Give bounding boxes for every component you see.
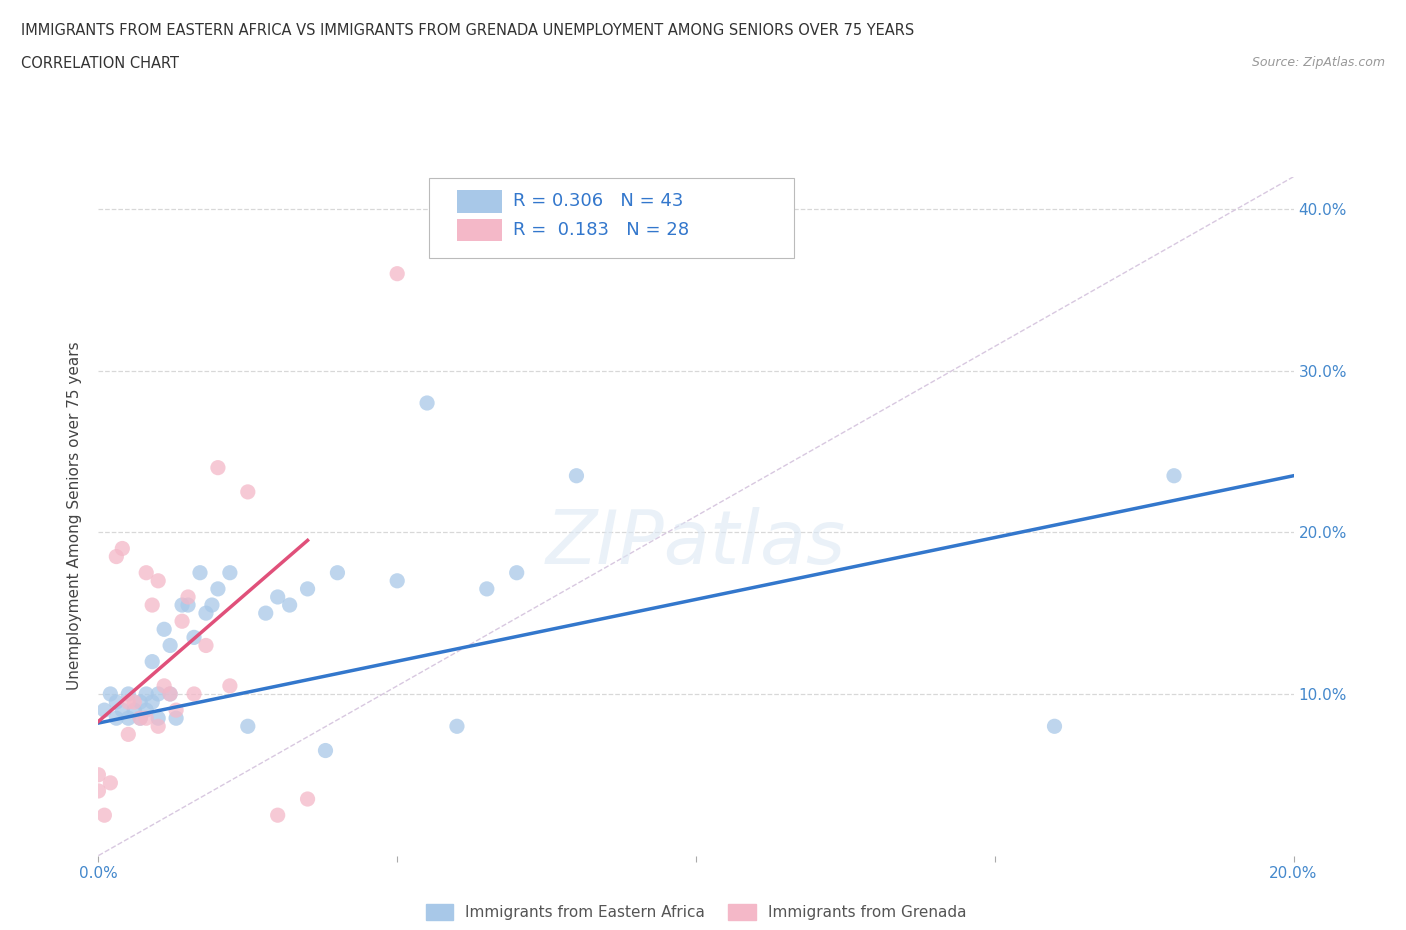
Point bbox=[188, 565, 211, 580]
Point bbox=[219, 565, 242, 580]
FancyBboxPatch shape bbox=[457, 191, 502, 213]
Point bbox=[148, 719, 170, 734]
Text: R = 0.306   N = 43: R = 0.306 N = 43 bbox=[513, 193, 683, 210]
Point bbox=[1043, 719, 1066, 734]
Point bbox=[111, 703, 134, 718]
Point bbox=[105, 695, 128, 710]
Point bbox=[159, 686, 181, 701]
Point bbox=[117, 695, 139, 710]
Point bbox=[236, 485, 259, 499]
Point bbox=[1163, 469, 1185, 484]
Point bbox=[297, 581, 319, 596]
Point bbox=[565, 469, 588, 484]
Point bbox=[201, 598, 224, 613]
Legend: Immigrants from Eastern Africa, Immigrants from Grenada: Immigrants from Eastern Africa, Immigran… bbox=[419, 897, 973, 926]
FancyBboxPatch shape bbox=[457, 219, 502, 241]
Point bbox=[172, 598, 194, 613]
Text: Source: ZipAtlas.com: Source: ZipAtlas.com bbox=[1251, 56, 1385, 69]
Text: IMMIGRANTS FROM EASTERN AFRICA VS IMMIGRANTS FROM GRENADA UNEMPLOYMENT AMONG SEN: IMMIGRANTS FROM EASTERN AFRICA VS IMMIGR… bbox=[21, 23, 914, 38]
Point bbox=[195, 638, 218, 653]
Point bbox=[105, 711, 128, 725]
Point bbox=[141, 598, 163, 613]
Point bbox=[207, 460, 229, 475]
Point bbox=[385, 574, 409, 589]
Point bbox=[129, 711, 152, 725]
Point bbox=[177, 598, 200, 613]
Point bbox=[267, 590, 290, 604]
Point bbox=[416, 395, 439, 410]
FancyBboxPatch shape bbox=[429, 178, 794, 259]
Point bbox=[148, 574, 170, 589]
Point bbox=[100, 776, 122, 790]
Point bbox=[165, 711, 187, 725]
Point bbox=[153, 679, 176, 694]
Text: ZIPatlas: ZIPatlas bbox=[546, 507, 846, 579]
Point bbox=[219, 679, 242, 694]
Point bbox=[254, 605, 277, 620]
Point bbox=[100, 686, 122, 701]
Point bbox=[165, 703, 187, 718]
Point bbox=[135, 711, 157, 725]
Point bbox=[148, 711, 170, 725]
Point bbox=[446, 719, 468, 734]
Point bbox=[207, 581, 229, 596]
Point bbox=[105, 549, 128, 564]
Point bbox=[93, 808, 115, 823]
Point bbox=[297, 791, 319, 806]
Text: CORRELATION CHART: CORRELATION CHART bbox=[21, 56, 179, 71]
Point bbox=[111, 541, 134, 556]
Text: R =  0.183   N = 28: R = 0.183 N = 28 bbox=[513, 220, 689, 239]
Point bbox=[117, 727, 139, 742]
Point bbox=[315, 743, 337, 758]
Point bbox=[159, 638, 181, 653]
Point bbox=[141, 695, 163, 710]
Point bbox=[475, 581, 498, 596]
Point bbox=[135, 565, 157, 580]
Point bbox=[141, 654, 163, 669]
Point bbox=[148, 686, 170, 701]
Point bbox=[129, 711, 152, 725]
Point bbox=[135, 686, 157, 701]
Point bbox=[326, 565, 349, 580]
Point bbox=[183, 686, 205, 701]
Point bbox=[385, 266, 409, 281]
Point bbox=[93, 703, 115, 718]
Point bbox=[129, 695, 152, 710]
Point bbox=[87, 783, 110, 798]
Point bbox=[183, 630, 205, 644]
Point bbox=[267, 808, 290, 823]
Point bbox=[278, 598, 301, 613]
Point bbox=[177, 590, 200, 604]
Point bbox=[124, 695, 146, 710]
Point bbox=[87, 767, 110, 782]
Point bbox=[117, 711, 139, 725]
Point bbox=[159, 686, 181, 701]
Point bbox=[135, 703, 157, 718]
Point bbox=[172, 614, 194, 629]
Point bbox=[124, 703, 146, 718]
Point bbox=[236, 719, 259, 734]
Point bbox=[117, 686, 139, 701]
Point bbox=[506, 565, 529, 580]
Point bbox=[195, 605, 218, 620]
Y-axis label: Unemployment Among Seniors over 75 years: Unemployment Among Seniors over 75 years bbox=[67, 342, 83, 690]
Point bbox=[153, 622, 176, 637]
